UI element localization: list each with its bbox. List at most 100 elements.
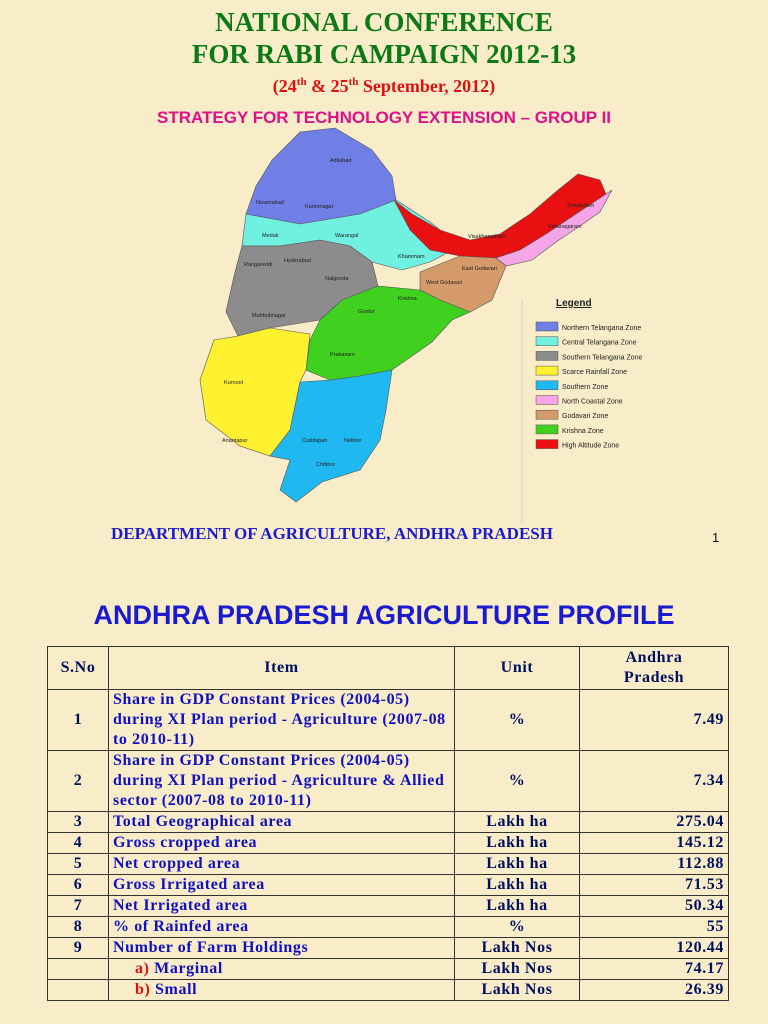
district-label: Kurnool [224, 380, 243, 386]
item-cell: Gross cropped area [108, 832, 455, 854]
unit-cell: Lakh Nos [454, 979, 580, 1001]
item-prefix: a) [135, 960, 150, 977]
sno-cell: 8 [47, 916, 109, 938]
header-cell: Unit [454, 646, 580, 690]
item-cell: Number of Farm Holdings [108, 937, 455, 959]
item-text: Gross cropped area [113, 834, 258, 851]
value-cell: 120.44 [579, 937, 729, 959]
item-cell: Net cropped area [108, 853, 455, 875]
table-row: b) Small Lakh Nos 26.39 [47, 979, 729, 1001]
zone [305, 285, 471, 381]
district-label: Cuddapah [302, 438, 327, 444]
unit-cell: Lakh ha [454, 895, 580, 917]
value-cell: 275.04 [579, 811, 729, 833]
sno-cell: 6 [47, 874, 109, 896]
legend-label: Scarce Rainfall Zone [562, 369, 627, 376]
unit-cell: % [454, 689, 580, 751]
legend-label: Krishna Zone [562, 428, 604, 435]
legend-label: Godavari Zone [562, 413, 608, 420]
item-cell: % of Rainfed area [108, 916, 455, 938]
legend-label: Southern Zone [562, 384, 608, 391]
unit-cell: Lakh Nos [454, 937, 580, 959]
value-cell: 50.34 [579, 895, 729, 917]
sno-cell: 1 [47, 689, 109, 751]
item-cell: a) Marginal [108, 958, 455, 980]
value-cell: 112.88 [579, 853, 729, 875]
item-text: Share in GDP Constant Prices (2004-05) d… [113, 752, 445, 809]
item-cell: Gross Irrigated area [108, 874, 455, 896]
zone [495, 189, 613, 267]
legend-swatch [535, 321, 559, 332]
sno-cell [47, 958, 109, 980]
district-label: Khammam [398, 254, 425, 260]
district-label: Rangareddi [244, 262, 272, 268]
district-label: Srikakulam [567, 203, 595, 209]
item-text: Marginal [154, 960, 223, 977]
item-text: % of Rainfed area [113, 918, 249, 935]
unit-cell: Lakh ha [454, 811, 580, 833]
unit-cell: Lakh Nos [454, 958, 580, 980]
item-cell: Total Geographical area [108, 811, 455, 833]
legend-label: North Coastal Zone [562, 399, 623, 406]
item-cell: Share in GDP Constant Prices (2004-05) d… [108, 689, 455, 751]
district-label: East Godavari [462, 266, 497, 272]
value-cell: 26.39 [579, 979, 729, 1001]
table-row: 1 Share in GDP Constant Prices (2004-05) … [47, 689, 729, 751]
zone [393, 173, 607, 259]
value-cell: 74.17 [579, 958, 729, 980]
item-text: Small [155, 981, 198, 998]
district-label: Anantapur [222, 438, 248, 444]
district-label: Karimnagar [305, 204, 334, 210]
header-cell: Andhra Pradesh [579, 646, 729, 690]
item-cell: Share in GDP Constant Prices (2004-05) d… [108, 750, 455, 812]
title-line: NATIONAL CONFERENCE [215, 7, 553, 37]
unit-cell: % [454, 916, 580, 938]
item-text: Total Geographical area [113, 813, 293, 830]
sno-cell [47, 979, 109, 1001]
sno-cell: 9 [47, 937, 109, 959]
district-label: Visakhapatnam [468, 234, 506, 240]
district-label: Nizamabad [256, 200, 284, 206]
sno-cell: 7 [47, 895, 109, 917]
district-label: West Godavari [426, 280, 462, 286]
title-line: FOR RABI CAMPAIGN 2012-13 [191, 39, 577, 69]
item-cell: b) Small [108, 979, 455, 1001]
date: (24th & 25th September, 2012) [0, 76, 768, 97]
map: Legend Northern Telangana Zone Central Te… [199, 127, 643, 522]
legend-swatch [535, 380, 559, 391]
table-row: 9 Number of Farm Holdings Lakh Nos 120.44 [47, 937, 729, 959]
value-cell: 55 [579, 916, 729, 938]
legend-label: Northern Telangana Zone [562, 325, 641, 332]
unit-cell: Lakh ha [454, 832, 580, 854]
sno-cell: 2 [47, 750, 109, 812]
unit-cell: Lakh ha [454, 853, 580, 875]
date-part: (24 [272, 76, 297, 96]
table-row: 6 Gross Irrigated area Lakh ha 71.53 [47, 874, 729, 896]
item-prefix: b) [135, 981, 151, 998]
header-cell: S.No [47, 646, 109, 690]
date-part: th [296, 76, 307, 88]
district-label: Mahbubnagar [252, 313, 286, 319]
table-row: 5 Net cropped area Lakh ha 112.88 [47, 853, 729, 875]
value-cell: 71.53 [579, 874, 729, 896]
legend-swatch [535, 395, 559, 405]
page-number: 1 [712, 530, 720, 545]
footer: DEPARTMENT OF AGRICULTURE, ANDHRA PRADES… [111, 524, 553, 543]
value-cell: 145.12 [579, 832, 729, 854]
legend-swatch [535, 424, 559, 435]
district-label: Guntur [358, 309, 375, 315]
district-label: Prakasam [330, 352, 355, 358]
district-label: Adilabad [330, 158, 351, 164]
legend-label: Southern Telangana Zone [562, 354, 643, 361]
header-row: S.No Item Unit Andhra Pradesh [47, 646, 729, 690]
legend-swatch [535, 336, 559, 346]
title: NATIONAL CONFERENCE FOR RABI CAMPAIGN 20… [0, 6, 768, 70]
district-label: Chittoor [316, 462, 335, 468]
date-part: & 25 [306, 76, 349, 96]
unit-cell: % [454, 750, 580, 812]
sno-cell: 3 [47, 811, 109, 833]
header-cell: Item [108, 646, 455, 690]
subtitle: STRATEGY FOR TECHNOLOGY EXTENSION – GROU… [156, 108, 612, 127]
item-text: Net Irrigated area [113, 897, 248, 914]
